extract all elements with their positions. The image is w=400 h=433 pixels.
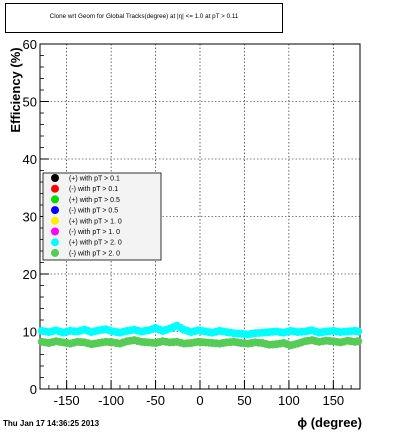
legend-box (42, 172, 162, 261)
legend-marker (51, 174, 59, 182)
legend-marker (51, 206, 59, 215)
legend-marker (51, 238, 59, 247)
x-tick-label: 150 (322, 393, 344, 408)
y-tick-label: 50 (23, 95, 37, 110)
data-points (37, 321, 363, 350)
y-tick-label: 30 (23, 210, 37, 225)
legend-label: (-) with pT > 0.1 (69, 186, 118, 193)
legend-label: (+) with pT > 1. 0 (69, 218, 122, 225)
y-tick-label: 10 (23, 325, 37, 340)
series-points (37, 336, 363, 350)
legend-label: (+) with pT > 0.5 (69, 197, 120, 204)
chart-title-box: Clone wrt Geom for Global Tracks(degree)… (5, 3, 283, 33)
tick-labels: -150 -100 -50 0 50 100 150 0 10 20 30 40 50 60 (23, 37, 345, 408)
x-tick-label: 50 (237, 393, 251, 408)
legend-label: (-) with pT > 1. 0 (69, 229, 120, 236)
x-tick-label: -150 (54, 393, 80, 408)
legend: (+) with pT > 0.1 (-) with pT > 0.1 (+) wi… (42, 172, 162, 261)
timestamp: Thu Jan 17 14:36:25 2013 (3, 419, 100, 428)
legend-label: (-) with pT > 0.5 (69, 208, 118, 215)
x-tick-label: -50 (146, 393, 165, 408)
legend-marker (51, 184, 59, 193)
y-tick-label: 40 (23, 152, 37, 167)
legend-marker (51, 195, 59, 204)
chart-title: Clone wrt Geom for Global Tracks(degree)… (49, 13, 239, 20)
x-tick-label: -100 (98, 393, 124, 408)
x-axis-label: ϕ (degree) (297, 415, 362, 430)
series-points (37, 321, 363, 339)
y-tick-label: 0 (30, 382, 37, 397)
legend-label: (+) with pT > 2. 0 (69, 240, 122, 247)
y-axis-label: Efficiency (%) (8, 47, 23, 132)
legend-label: (-) with pT > 2. 0 (69, 250, 120, 257)
x-tick-label: 100 (278, 393, 300, 408)
y-tick-label: 60 (23, 37, 37, 52)
legend-marker (51, 216, 59, 225)
legend-marker (51, 248, 59, 257)
legend-marker (51, 227, 59, 236)
x-tick-label: 0 (196, 393, 203, 408)
data-point (354, 327, 363, 336)
legend-label: (+) with pT > 0.1 (69, 176, 120, 183)
y-tick-label: 20 (23, 267, 37, 282)
data-point (354, 337, 363, 346)
